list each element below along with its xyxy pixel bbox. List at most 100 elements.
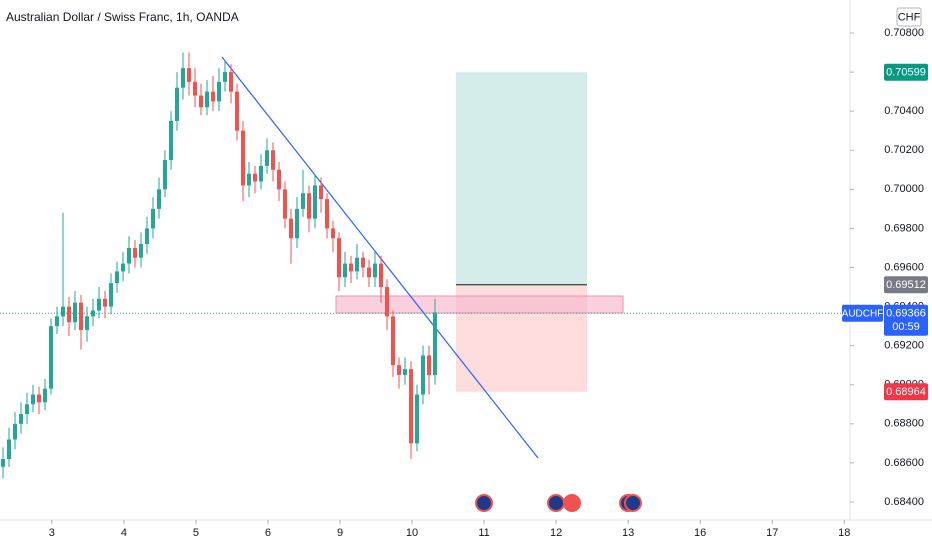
candle-body: [427, 355, 431, 375]
x-tick-label: 12: [550, 527, 562, 539]
candle-body: [265, 150, 269, 166]
take-profit-label: 0.70599: [886, 67, 926, 79]
candle-body: [373, 263, 377, 278]
candle-body: [37, 394, 41, 403]
candle-body: [271, 150, 275, 170]
candle-body: [13, 423, 17, 440]
candle-body: [217, 81, 221, 102]
candle-body: [49, 326, 53, 389]
candle-body: [319, 185, 323, 200]
position-tool[interactable]: [456, 72, 587, 392]
symbol-label: AUDCHF: [842, 308, 884, 319]
candle-body: [277, 169, 281, 190]
candle-body: [367, 267, 371, 278]
candle-body: [343, 263, 347, 278]
candle-body: [145, 228, 149, 245]
current-price-box: [884, 304, 928, 336]
x-tick-label: 10: [406, 527, 418, 539]
candle-body: [331, 228, 335, 239]
x-tick-label: 17: [766, 527, 778, 539]
x-tick-label: 4: [121, 527, 127, 539]
candle-body: [97, 298, 101, 311]
candle-body: [151, 208, 155, 229]
candle-body: [205, 91, 209, 108]
candle-body: [337, 238, 341, 278]
event-icons: [475, 494, 642, 512]
candle-body: [307, 193, 311, 219]
entry-label-box: [884, 276, 928, 294]
candle-body: [67, 306, 71, 323]
currency[interactable]: CHF: [898, 11, 921, 23]
candle-body: [175, 87, 179, 121]
candle-body: [85, 316, 89, 331]
candle-body: [379, 263, 383, 288]
candle-body: [385, 287, 389, 317]
candle-body: [157, 189, 161, 209]
candle-body: [25, 404, 29, 415]
x-tick-label: 11: [478, 527, 489, 539]
candle-body: [163, 160, 167, 190]
candle-body: [283, 189, 287, 219]
candle-body: [313, 185, 317, 219]
entry-label: 0.69512: [886, 279, 926, 291]
y-tick-label: 0.70800: [884, 27, 924, 39]
candle-body: [403, 369, 407, 375]
countdown: 00:59: [892, 321, 920, 333]
event-icon[interactable]: [475, 494, 493, 512]
y-tick-label: 0.68400: [884, 496, 924, 508]
candles: [1, 52, 437, 479]
stop-loss-label: 0.68964: [886, 386, 926, 398]
zone[interactable]: [335, 295, 624, 314]
candle-body: [409, 369, 413, 444]
y-tick-label: 0.68800: [884, 418, 924, 430]
trend-line[interactable]: [221, 56, 539, 459]
candle-body: [391, 316, 395, 366]
candle-body: [193, 81, 197, 96]
x-tick-label: 3: [49, 527, 55, 539]
candle-body: [247, 173, 251, 186]
candle-body: [73, 302, 77, 323]
candle-body: [61, 306, 65, 317]
candle-body: [19, 414, 23, 424]
candle-body: [211, 91, 215, 102]
candle-body: [349, 263, 353, 272]
y-tick-label: 0.68600: [884, 457, 924, 469]
candle-body: [139, 244, 143, 258]
event-icon[interactable]: [624, 494, 642, 512]
y-tick-label: 0.69600: [884, 261, 924, 273]
candle-body: [295, 208, 299, 239]
x-tick-label: 6: [265, 527, 271, 539]
take-profit-label-box: [884, 63, 928, 81]
y-tick-label: 0.70200: [884, 144, 924, 156]
candle-body: [421, 355, 425, 395]
candle-body: [91, 310, 95, 317]
candle-body: [361, 257, 365, 268]
current-price-label: 0.69366: [886, 308, 926, 320]
candle-body: [109, 283, 113, 307]
candle-body: [181, 68, 185, 88]
event-icon[interactable]: [563, 494, 581, 512]
candle-body: [289, 218, 293, 239]
candle-body: [235, 91, 239, 131]
y-tick-label: 0.70400: [884, 105, 924, 117]
candle-body: [397, 365, 401, 375]
candle-body: [133, 247, 137, 258]
candle-body: [169, 120, 173, 161]
candle-body: [199, 95, 203, 108]
candle-body: [433, 312, 437, 375]
candle-body: [229, 72, 233, 92]
y-tick-label: 0.70000: [884, 183, 924, 195]
x-tick-label: 18: [838, 527, 850, 539]
candle-body: [415, 394, 419, 444]
chart-title: Australian Dollar / Swiss Franc, 1h, OAN…: [6, 10, 239, 24]
candle-body: [55, 316, 59, 327]
currency-box[interactable]: [896, 7, 922, 27]
profit-box: [456, 72, 587, 285]
candle-body: [325, 199, 329, 229]
candle-body: [241, 130, 245, 186]
x-tick-label: 16: [694, 527, 706, 539]
candle-body: [127, 247, 131, 264]
event-icon[interactable]: [547, 494, 565, 512]
candle-body: [115, 271, 119, 284]
